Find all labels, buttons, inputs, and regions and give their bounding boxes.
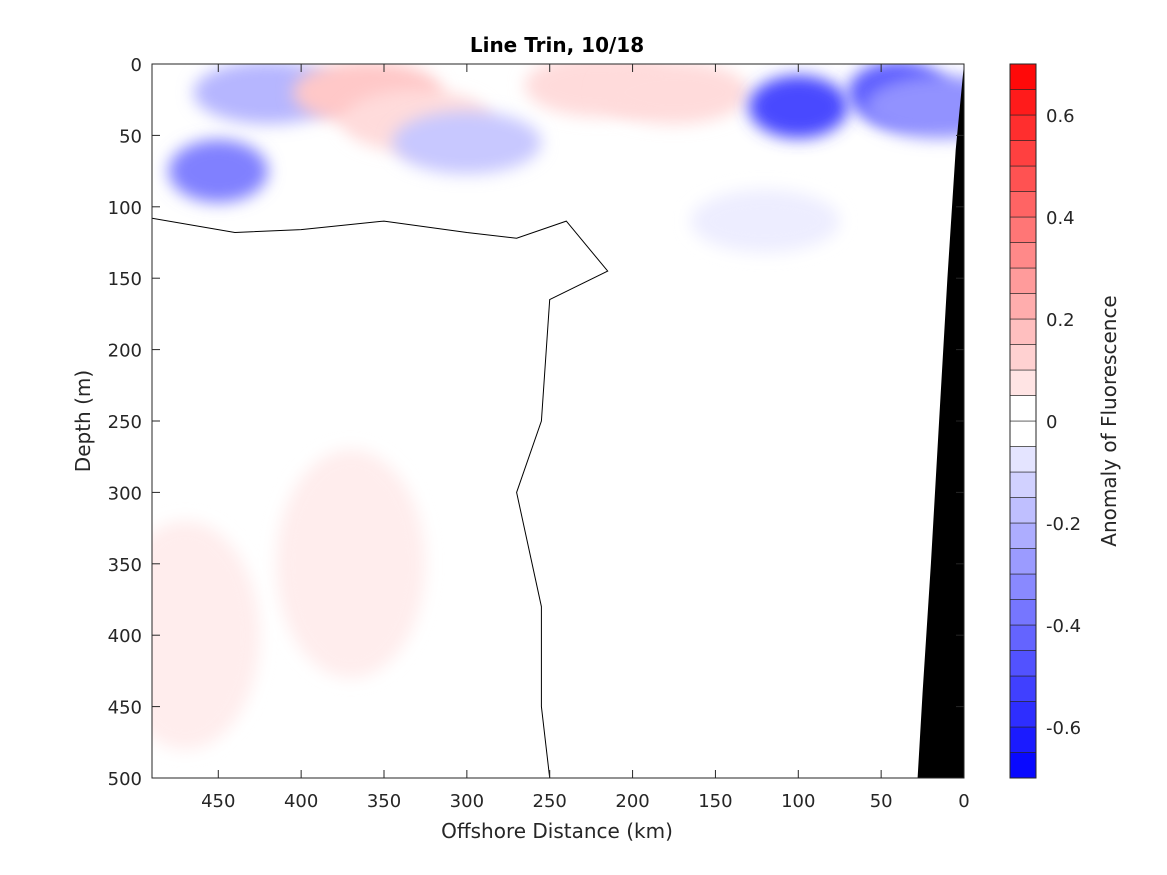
colorbar-segment xyxy=(1009,446,1037,473)
colorbar-segment xyxy=(1009,114,1037,141)
plot-background xyxy=(152,64,964,778)
anomaly-blob-9 xyxy=(392,111,542,174)
x-tick-label: 200 xyxy=(615,791,649,812)
colorbar-segment xyxy=(1009,191,1037,218)
y-axis: 0 50 100 150 200 250 300 350 400 450 500 xyxy=(108,55,964,790)
x-axis: 450 400 350 300 250 200 150 100 50 0 xyxy=(201,64,970,812)
x-tick-label: 350 xyxy=(367,791,401,812)
bathymetry-fill xyxy=(917,64,964,778)
colorbar-segment xyxy=(1009,599,1037,626)
anomaly-blob-8 xyxy=(864,75,964,139)
colorbar-segment xyxy=(1009,650,1037,677)
colorbar-segment xyxy=(1009,522,1037,549)
y-axis-label: Depth (m) xyxy=(71,370,95,472)
colorbar-tick-label: 0.2 xyxy=(1046,310,1075,331)
colorbar-segment xyxy=(1009,573,1037,600)
anomaly-blob-5 xyxy=(599,64,749,124)
colorbar-segment xyxy=(1009,624,1037,651)
plot-area xyxy=(151,63,965,779)
colorbar: -0.6 -0.4 -0.2 0 0.2 0.4 0.6 xyxy=(1009,63,1081,779)
x-tick-label: 300 xyxy=(450,791,484,812)
anomaly-blob-12 xyxy=(152,520,260,750)
colorbar-segment xyxy=(1009,140,1037,167)
y-tick-label: 150 xyxy=(108,269,142,290)
colorbar-segment xyxy=(1009,318,1037,345)
x-tick-label: 400 xyxy=(284,791,318,812)
colorbar-tick-label: 0 xyxy=(1046,412,1057,433)
chart-title: Line Trin, 10/18 xyxy=(470,33,644,57)
colorbar-segment xyxy=(1009,293,1037,320)
x-tick-label: 50 xyxy=(870,791,893,812)
y-tick-label: 500 xyxy=(108,769,142,790)
x-tick-label: 450 xyxy=(201,791,235,812)
colorbar-segment xyxy=(1009,89,1037,116)
x-tick-label: 0 xyxy=(958,791,969,812)
colorbar-segment xyxy=(1009,752,1037,779)
y-tick-label: 250 xyxy=(108,412,142,433)
y-tick-label: 300 xyxy=(108,483,142,504)
colorbar-segment xyxy=(1009,242,1037,269)
y-tick-label: 50 xyxy=(119,126,142,147)
colorbar-segment xyxy=(1009,497,1037,524)
anomaly-blob-6 xyxy=(748,75,848,139)
colorbar-segment xyxy=(1009,165,1037,192)
zero-contours xyxy=(152,217,609,778)
colorbar-segment xyxy=(1009,548,1037,575)
colorbar-tick-label: 0.4 xyxy=(1046,208,1075,229)
colorbar-segment xyxy=(1009,675,1037,702)
colorbar-tick-label: 0.6 xyxy=(1046,106,1075,127)
colorbar-segment xyxy=(1009,216,1037,243)
anomaly-blob-11 xyxy=(276,449,426,679)
colorbar-segment xyxy=(1009,344,1037,371)
y-tick-label: 400 xyxy=(108,626,142,647)
colorbar-segment xyxy=(1009,420,1037,447)
colorbar-segment xyxy=(1009,701,1037,728)
anomaly-blob-10 xyxy=(690,189,840,253)
anomaly-field xyxy=(152,64,964,750)
colorbar-tick-label: -0.2 xyxy=(1046,514,1081,535)
x-tick-label: 100 xyxy=(781,791,815,812)
colorbar-tick-label: -0.4 xyxy=(1046,616,1081,637)
anomaly-blob-0 xyxy=(168,139,268,203)
y-tick-label: 100 xyxy=(108,198,142,219)
y-tick-label: 200 xyxy=(108,341,142,362)
colorbar-frame xyxy=(1009,63,1037,779)
y-tick-label: 350 xyxy=(108,555,142,576)
colorbar-segment xyxy=(1009,471,1037,498)
colorbar-tick-label: -0.6 xyxy=(1046,718,1081,739)
zero-contour-line xyxy=(152,217,609,778)
y-tick-label: 450 xyxy=(108,698,142,719)
x-tick-label: 250 xyxy=(533,791,567,812)
colorbar-segment xyxy=(1009,395,1037,422)
x-tick-label: 150 xyxy=(698,791,732,812)
colorbar-segment xyxy=(1009,726,1037,753)
y-tick-label: 0 xyxy=(131,55,142,76)
colorbar-segment xyxy=(1009,369,1037,396)
colorbar-segment xyxy=(1009,63,1037,90)
colorbar-label: Anomaly of Fluorescence xyxy=(1097,295,1121,546)
x-axis-label: Offshore Distance (km) xyxy=(441,819,673,843)
colorbar-segment xyxy=(1009,267,1037,294)
